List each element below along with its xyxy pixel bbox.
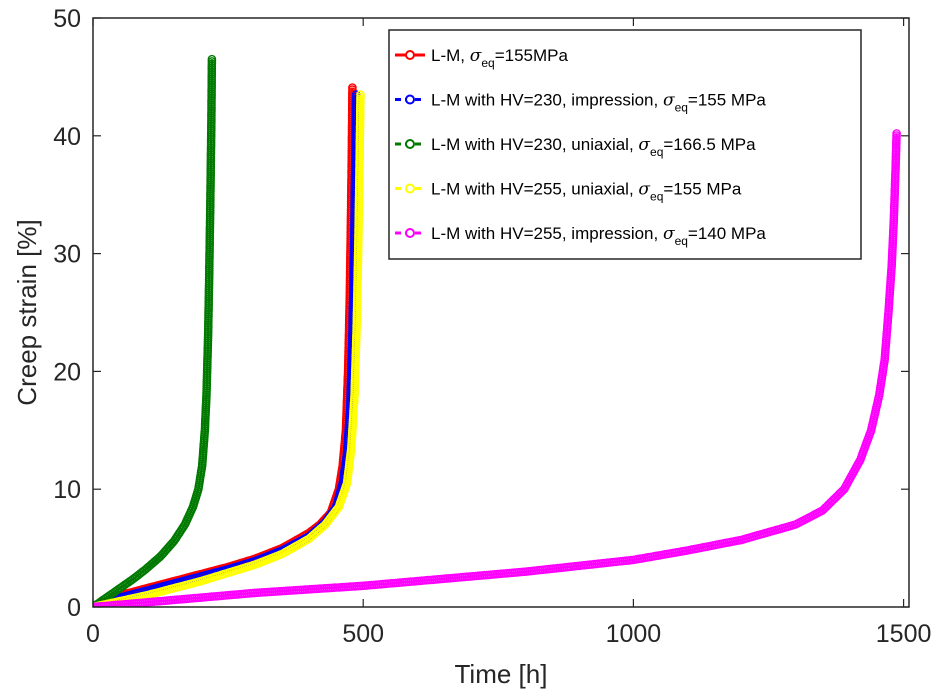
y-tick-label: 20 bbox=[53, 358, 81, 386]
y-tick-label: 10 bbox=[53, 476, 81, 504]
legend-item: L-M with HV=255, impression, σeq=140 MPa bbox=[395, 224, 766, 248]
y-axis-label: Creep strain [%] bbox=[12, 219, 42, 405]
legend-item: L-M with HV=230, uniaxial, σeq=166.5 MPa bbox=[395, 135, 756, 159]
y-tick-label: 50 bbox=[53, 5, 81, 33]
data-point bbox=[892, 129, 901, 138]
legend-marker bbox=[405, 94, 415, 105]
data-point bbox=[348, 83, 357, 92]
legend-label: L-M with HV=230, impression, σeq=155 MPa bbox=[431, 91, 766, 115]
legend-item: L-M, σeq=155MPa bbox=[395, 46, 568, 70]
legend-item: L-M with HV=230, impression, σeq=155 MPa bbox=[395, 91, 766, 115]
legend-marker bbox=[405, 183, 415, 194]
series-2 bbox=[93, 54, 217, 607]
legend-marker bbox=[405, 139, 415, 149]
y-tick-label: 0 bbox=[67, 594, 81, 622]
series-group bbox=[93, 54, 901, 607]
legend-label: L-M with HV=230, uniaxial, σeq=166.5 MPa bbox=[431, 135, 756, 159]
legend-item: L-M with HV=255, uniaxial, σeq=155 MPa bbox=[395, 180, 742, 204]
legend-label: L-M, σeq=155MPa bbox=[431, 46, 568, 70]
data-layer bbox=[93, 54, 901, 607]
series-4 bbox=[93, 129, 901, 607]
data-point bbox=[207, 54, 217, 64]
legend-marker bbox=[405, 228, 415, 238]
y-tick-label: 40 bbox=[53, 123, 81, 151]
legend-box bbox=[388, 29, 862, 260]
x-tick-label: 0 bbox=[86, 620, 100, 648]
plot-frame bbox=[92, 17, 910, 608]
x-tick-label: 500 bbox=[342, 620, 384, 648]
ticks-layer: 0 500 1000 1500 0 10 20 30 40 50 bbox=[53, 5, 931, 648]
x-axis-label: Time [h] bbox=[455, 659, 548, 689]
x-tick-label: 1000 bbox=[606, 620, 662, 648]
y-tick-label: 30 bbox=[53, 241, 81, 269]
legend-label: L-M with HV=255, impression, σeq=140 MPa bbox=[431, 224, 766, 248]
series-3 bbox=[93, 90, 365, 607]
legend-marker bbox=[405, 50, 415, 60]
series-line bbox=[93, 59, 214, 607]
legend-label: L-M with HV=255, uniaxial, σeq=155 MPa bbox=[431, 180, 742, 204]
legend: L-M, σeq=155MPa L-M with HV=230, impressi… bbox=[388, 29, 862, 260]
x-tick-label: 1500 bbox=[876, 620, 932, 648]
data-point bbox=[356, 90, 365, 99]
